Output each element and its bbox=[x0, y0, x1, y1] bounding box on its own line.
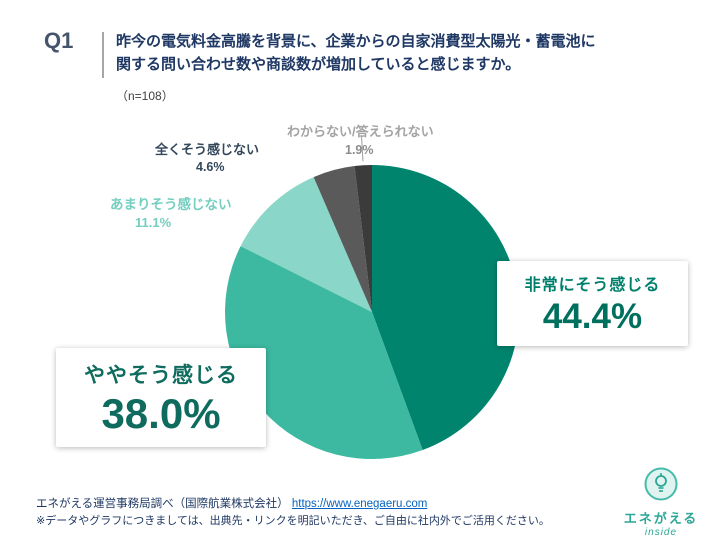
label-not-at-all: 全くそう感じない bbox=[155, 142, 260, 157]
leader-line-unknown bbox=[360, 135, 364, 162]
question-text: 昨今の電気料金高騰を背景に、企業からの自家消費型太陽光・蓄電池に 関する問い合わ… bbox=[116, 33, 596, 73]
callout-somewhat: ややそう感じる 38.0% bbox=[56, 348, 266, 447]
sample-size: （n=108） bbox=[116, 89, 174, 103]
pie-slice-4 bbox=[354, 165, 372, 312]
header-divider bbox=[102, 32, 104, 78]
pie-slice-1 bbox=[225, 246, 423, 459]
pie-slice-3 bbox=[313, 166, 372, 312]
callout-very-value: 44.4% bbox=[542, 297, 643, 336]
source-line: エネがえる運営事務局調べ（国際航業株式会社） https://www.enega… bbox=[36, 495, 427, 511]
enegaeru-logo: エネがえる inside bbox=[616, 466, 706, 538]
source-text: エネがえる運営事務局調べ（国際航業株式会社） bbox=[36, 498, 289, 510]
value-not-much: 11.1% bbox=[135, 215, 172, 230]
value-not-at-all: 4.6% bbox=[196, 160, 225, 174]
logo-sub-text: inside bbox=[644, 527, 678, 538]
logo-brand-text: エネがえる bbox=[623, 511, 699, 526]
question-number: Q1 bbox=[44, 28, 74, 53]
value-unknown: 1.9% bbox=[345, 143, 374, 157]
callout-somewhat-value: 38.0% bbox=[101, 390, 221, 437]
source-link[interactable]: https://www.enegaeru.com bbox=[291, 498, 428, 510]
label-unknown: わからない/答えられない bbox=[287, 124, 434, 139]
label-not-much: あまりそう感じない bbox=[110, 197, 232, 212]
callout-somewhat-label: ややそう感じる bbox=[84, 364, 238, 387]
pie-slice-0 bbox=[372, 165, 519, 450]
callout-very-label: 非常にそう感じる bbox=[524, 277, 661, 294]
usage-note: ※データやグラフにつきましては、出典先・リンクを明記いただき、ご自由に社内外でご… bbox=[36, 515, 550, 527]
callout-very-much: 非常にそう感じる 44.4% bbox=[497, 261, 688, 346]
pie-slice-2 bbox=[240, 177, 372, 312]
enegaeru-logo-icon bbox=[644, 467, 678, 501]
